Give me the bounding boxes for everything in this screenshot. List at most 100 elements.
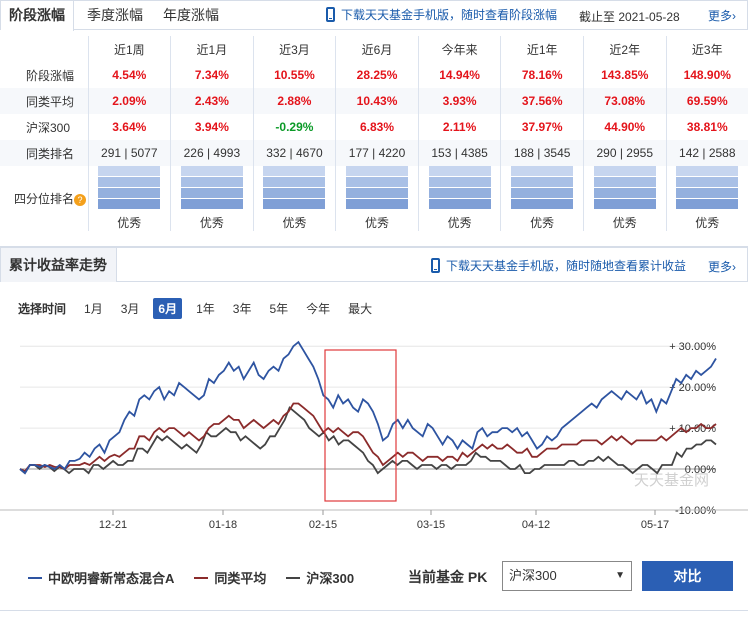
- x-tick-label: 12-21: [99, 519, 127, 531]
- quartile-segment: [428, 188, 491, 198]
- cumulative-return-chart: + 30.00%+ 20.00%+ 10.00%0.00%-10.00%12-2…: [0, 340, 748, 531]
- range-option[interactable]: 3年: [232, 302, 252, 316]
- quartile-segment: [263, 199, 326, 209]
- quartile-bar: [428, 166, 491, 209]
- table-cell: 2.43%: [170, 88, 254, 114]
- more-link-text: 更多: [708, 9, 733, 23]
- quartile-segment: [511, 177, 574, 187]
- table-cell: 148.90%: [683, 68, 731, 82]
- tab-annual-returns[interactable]: 年度涨幅: [163, 7, 219, 23]
- quartile-segment: [676, 177, 739, 187]
- legend-label: 中欧明睿新常态混合A: [48, 571, 175, 586]
- table-cell: 78.16%: [500, 62, 584, 88]
- quartile-row-label: 四分位排名?: [0, 166, 89, 231]
- table-cell: 142 | 2588: [666, 140, 748, 166]
- table-cell: 177 | 4220: [335, 140, 419, 166]
- table-cell: 3.94%: [170, 114, 254, 140]
- quartile-segment: [593, 199, 656, 209]
- table-row: 沪深300 3.64% 3.94% -0.29% 6.83% 2.11% 37.97% 44.…: [0, 114, 748, 140]
- watermark-text: 天天基金网: [634, 472, 709, 489]
- chevron-right-icon: ›: [732, 260, 737, 274]
- table-cell: 188 | 3545: [500, 140, 584, 166]
- cumulative-returns-title: 累计收益率走势: [1, 248, 117, 282]
- row-label: 沪深300: [0, 114, 89, 140]
- quartile-segment: [676, 188, 739, 198]
- tab-stage-returns[interactable]: 阶段涨幅: [1, 1, 74, 31]
- quartile-bar: [263, 166, 326, 209]
- quartile-segment: [676, 199, 739, 209]
- quartile-row: 四分位排名? 优秀 优秀 优秀 优秀 优秀 优秀 优秀 优秀: [0, 166, 748, 231]
- table-cell: 37.56%: [500, 88, 584, 114]
- download-app-text-2: 下载天天基金手机版，随时随地查看累计收益: [446, 259, 687, 273]
- quartile-segment: [511, 188, 574, 198]
- x-tick-label: 03-15: [417, 519, 445, 531]
- cumulative-returns-header: 累计收益率走势 下载天天基金手机版，随时随地查看累计收益 更多›: [0, 246, 748, 282]
- table-cell: 2.88%: [253, 88, 337, 114]
- quartile-cell: 优秀: [170, 166, 254, 231]
- range-option[interactable]: 5年: [269, 302, 289, 316]
- table-cell: 332 | 4670: [253, 140, 337, 166]
- table-cell: 10.43%: [335, 88, 419, 114]
- range-option[interactable]: 1月: [84, 302, 103, 316]
- quartile-cell: 优秀: [418, 166, 502, 231]
- divider: [0, 610, 748, 611]
- table-cell: 2.11%: [418, 114, 502, 140]
- quartile-segment: [511, 166, 574, 176]
- more-link[interactable]: 更多›: [708, 7, 736, 24]
- quartile-bar: [180, 166, 243, 209]
- download-app-link[interactable]: 下载天天基金手机版，随时查看阶段涨幅: [326, 6, 557, 23]
- compare-button[interactable]: 对比: [642, 561, 733, 591]
- chevron-down-icon: ▼: [615, 570, 625, 581]
- chevron-right-icon: ›: [732, 9, 737, 23]
- row-label: 同类平均: [0, 88, 89, 114]
- quartile-rating: 优秀: [447, 216, 472, 230]
- col-header: 近3月: [253, 36, 337, 62]
- y-tick-label: + 20.00%: [669, 382, 716, 394]
- quartile-rating: 优秀: [530, 216, 555, 230]
- highlight-box: [324, 349, 397, 502]
- pk-benchmark-select[interactable]: 沪深300 ▼: [502, 561, 632, 591]
- question-icon[interactable]: ?: [74, 193, 87, 206]
- quartile-segment: [346, 199, 409, 209]
- table-cell: 143.85%: [583, 62, 667, 88]
- quartile-bar: [511, 166, 574, 209]
- time-range-selector: 选择时间 1月 3月 6月 1年 3年 5年 今年 最大: [18, 298, 376, 319]
- table-cell: 7.34%: [170, 62, 254, 88]
- row-label: 阶段涨幅: [0, 62, 89, 88]
- range-option[interactable]: 6月: [153, 298, 183, 319]
- series-line-fund: [19, 340, 717, 475]
- quartile-rating: 优秀: [612, 216, 637, 230]
- legend-item-category-avg[interactable]: 同类平均: [194, 568, 266, 587]
- range-option[interactable]: 最大: [348, 302, 373, 316]
- pk-label: 当前基金 PK: [408, 569, 488, 585]
- col-header: 近6月: [335, 36, 419, 62]
- quartile-label-text: 四分位排名: [14, 192, 75, 206]
- quartile-segment: [180, 166, 243, 176]
- table-cell: 2.09%: [88, 88, 172, 114]
- download-app-link-2[interactable]: 下载天天基金手机版，随时随地查看累计收益: [431, 257, 686, 274]
- quartile-segment: [98, 199, 161, 209]
- quartile-segment: [676, 166, 739, 176]
- quartile-cell: 优秀: [666, 166, 748, 231]
- tab-quarterly-returns[interactable]: 季度涨幅: [87, 7, 143, 23]
- col-header: 近1月: [170, 36, 254, 62]
- range-option[interactable]: 1年: [196, 302, 215, 316]
- quartile-segment: [593, 177, 656, 187]
- more-link-2[interactable]: 更多›: [708, 258, 736, 275]
- quartile-segment: [593, 166, 656, 176]
- quartile-segment: [428, 166, 491, 176]
- col-header: 近2年: [583, 36, 667, 62]
- legend-label: 沪深300: [306, 571, 355, 586]
- quartile-segment: [263, 188, 326, 198]
- quartile-cell: 优秀: [583, 166, 667, 231]
- legend-swatch: [194, 576, 209, 579]
- table-cell: 153 | 4385: [418, 140, 502, 166]
- table-cell: 44.90%: [583, 114, 667, 140]
- legend-item-fund[interactable]: 中欧明睿新常态混合A: [28, 568, 174, 587]
- legend-item-csi300[interactable]: 沪深300: [286, 568, 354, 587]
- table-header-row: 近1周 近1月 近3月 近6月 今年来 近1年 近2年 近3年: [0, 36, 748, 62]
- table-cell: 10.55%: [253, 62, 337, 88]
- range-option[interactable]: 3月: [120, 302, 140, 316]
- range-option[interactable]: 今年: [306, 302, 331, 316]
- as-of-date: 截止至 2021-05-28: [579, 10, 680, 24]
